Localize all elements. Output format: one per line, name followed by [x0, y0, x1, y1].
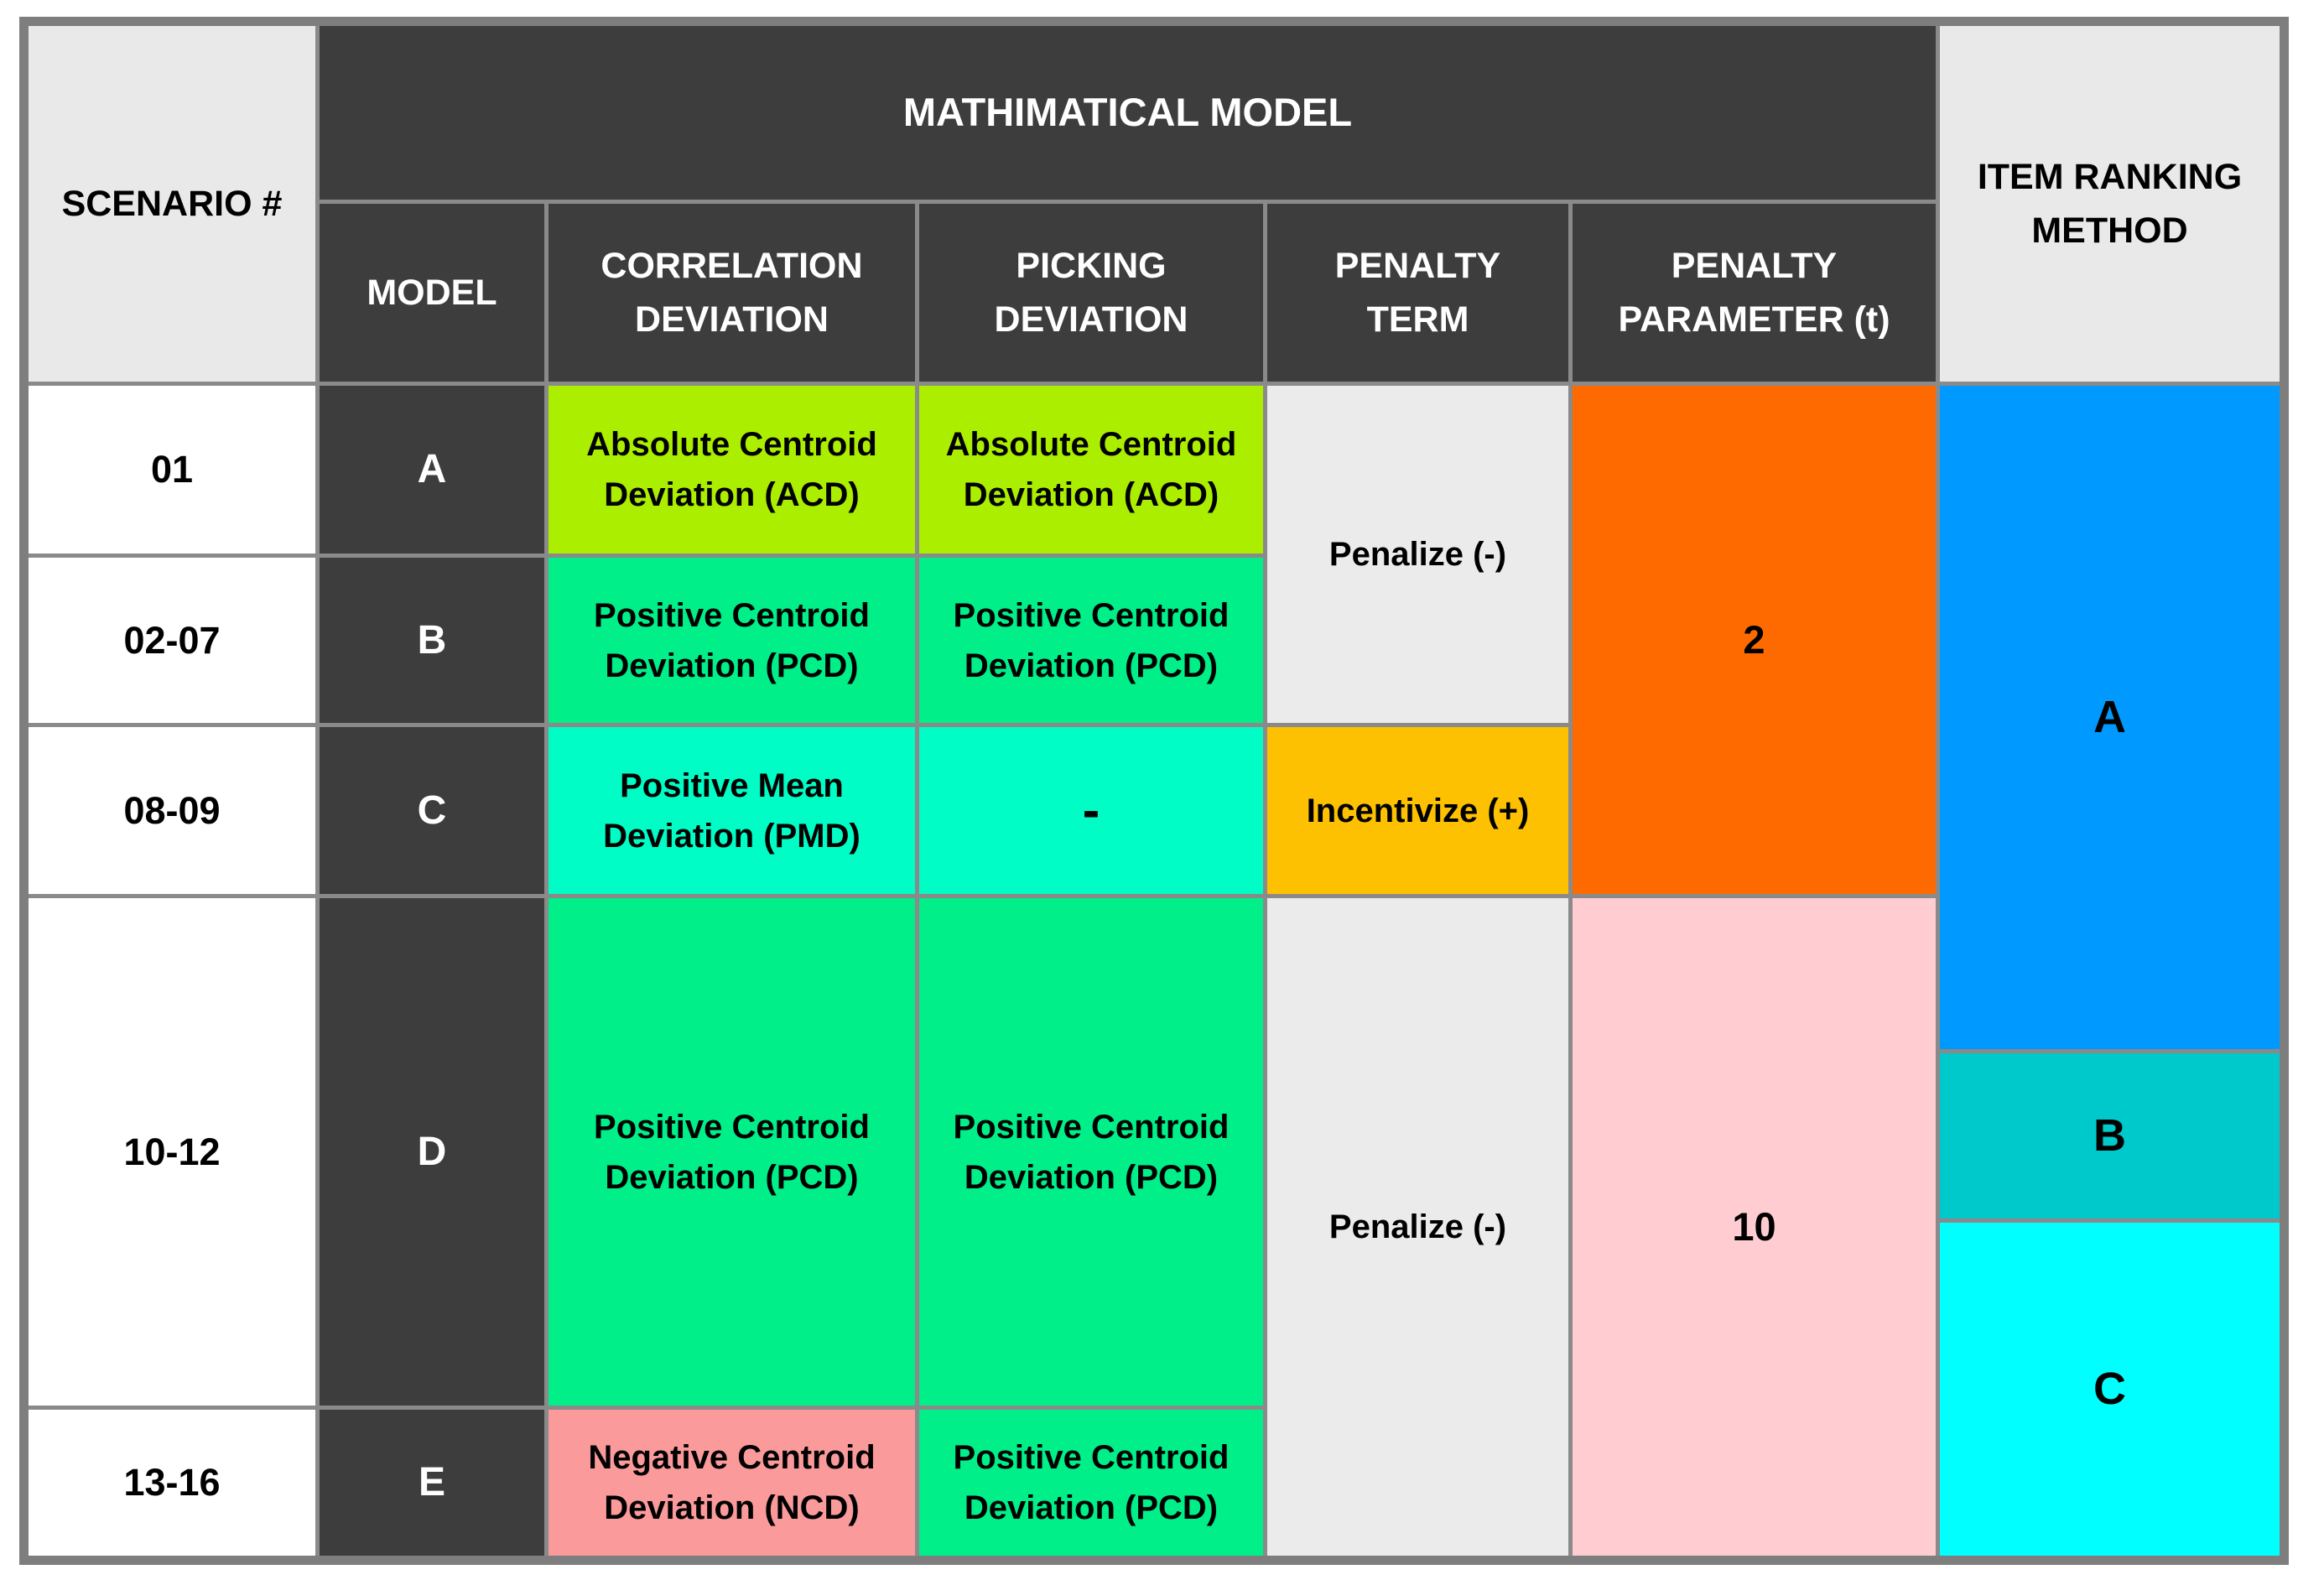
penalty-term-column-header: PENALTY TERM — [1267, 204, 1568, 382]
item-ranking-cell: B — [1940, 1053, 2280, 1219]
penalty-term-cell: Penalize (-) — [1267, 386, 1568, 723]
picking-deviation-cell: Positive Centroid Deviation (PCD) — [919, 1410, 1263, 1556]
item-ranking-method-column-header: ITEM RANKING METHOD — [1940, 26, 2280, 382]
picking-deviation-column-header: PICKING DEVIATION — [919, 204, 1263, 382]
model-column-header: MODEL — [320, 204, 544, 382]
mathematical-model-group-header: MATHIMATICAL MODEL — [320, 26, 1936, 200]
item-ranking-cell: C — [1940, 1223, 2280, 1556]
penalty-parameter-cell: 10 — [1573, 898, 1936, 1556]
correlation-deviation-cell: Absolute Centroid Deviation (ACD) — [549, 386, 915, 553]
scenario-matrix-table: SCENARIO # MATHIMATICAL MODEL MODEL CORR… — [19, 17, 2289, 1565]
scenario-column-header: SCENARIO # — [29, 26, 315, 382]
picking-deviation-dash-cell: - — [919, 727, 1263, 894]
item-ranking-cell: A — [1940, 386, 2280, 1049]
scenario-cell: 13-16 — [29, 1410, 315, 1556]
model-cell: A — [320, 386, 544, 553]
model-cell: E — [320, 1410, 544, 1556]
model-cell: D — [320, 898, 544, 1406]
correlation-deviation-cell: Positive Centroid Deviation (PCD) — [549, 558, 915, 723]
picking-deviation-cell: Positive Centroid Deviation (PCD) — [919, 558, 1263, 723]
picking-deviation-cell: Positive Centroid Deviation (PCD) — [919, 898, 1263, 1406]
penalty-parameter-cell: 2 — [1573, 386, 1936, 894]
scenario-cell: 01 — [29, 386, 315, 553]
scenario-cell: 10-12 — [29, 898, 315, 1406]
scenario-cell: 08-09 — [29, 727, 315, 894]
picking-deviation-cell: Absolute Centroid Deviation (ACD) — [919, 386, 1263, 553]
correlation-deviation-cell: Positive Centroid Deviation (PCD) — [549, 898, 915, 1406]
correlation-deviation-cell: Positive Mean Deviation (PMD) — [549, 727, 915, 894]
penalty-parameter-column-header: PENALTY PARAMETER (t) — [1573, 204, 1936, 382]
scenario-cell: 02-07 — [29, 558, 315, 723]
penalty-term-cell: Incentivize (+) — [1267, 727, 1568, 894]
correlation-deviation-cell: Negative Centroid Deviation (NCD) — [549, 1410, 915, 1556]
model-cell: C — [320, 727, 544, 894]
penalty-term-cell: Penalize (-) — [1267, 898, 1568, 1556]
model-cell: B — [320, 558, 544, 723]
correlation-deviation-column-header: CORRELATION DEVIATION — [549, 204, 915, 382]
